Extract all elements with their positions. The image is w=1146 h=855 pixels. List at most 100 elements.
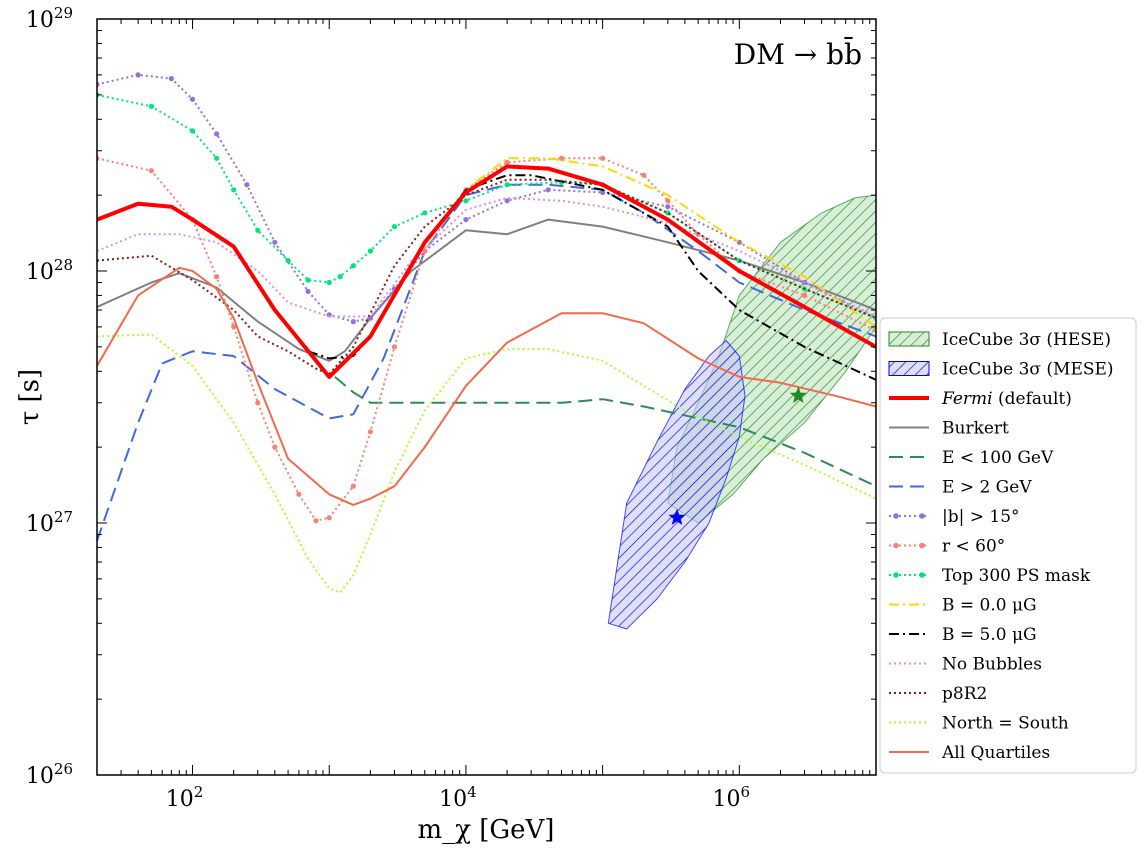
data-point-b-15: [272, 239, 278, 245]
legend-swatch: [888, 361, 930, 376]
data-point-b-15: [305, 288, 311, 294]
legend-label: B = 5.0 μG: [942, 625, 1037, 645]
data-point-r-60: [665, 198, 671, 204]
series-line-north-south: [97, 333, 876, 594]
data-point-b-15: [189, 96, 196, 102]
data-point-r-60: [367, 429, 373, 435]
legend-label: North = South: [942, 714, 1069, 734]
axis-ticks: 102 104 106 1026 1027 1028 1029: [26, 4, 877, 812]
series-line-no-bubbles: [97, 196, 876, 318]
data-point-r-60: [272, 444, 278, 450]
data-point-top-300-ps-mask: [148, 103, 154, 109]
legend-marker: [893, 542, 899, 549]
data-point-r-60: [255, 400, 261, 406]
legend-marker: [893, 513, 899, 519]
legend-item-e-100-gev: E < 100 GeV: [889, 448, 1054, 468]
data-point-top-300-ps-mask: [305, 277, 311, 283]
legend-label: Fermi (default): [941, 389, 1072, 409]
legend-item-r-60: r < 60°: [889, 537, 1005, 557]
plot-frame: [96, 18, 877, 776]
data-point-top-300-ps-mask: [231, 187, 237, 193]
legend-label: |b| > 15°: [942, 507, 1020, 527]
tick-label: 1029: [26, 4, 73, 33]
data-point-r-60: [801, 292, 808, 298]
legend-label: IceCube 3σ (HESE): [942, 330, 1111, 350]
legend-marker: [919, 513, 925, 519]
tick-label: 1027: [26, 508, 73, 537]
data-point-b-15: [214, 131, 220, 137]
legend-item-no-bubbles: No Bubbles: [889, 655, 1042, 675]
data-point-r-60: [148, 168, 154, 174]
legend-label: E > 2 GeV: [942, 478, 1032, 498]
series-line-p8r2: [97, 178, 876, 376]
legend-marker: [893, 572, 899, 578]
data-point-top-300-ps-mask: [367, 248, 373, 254]
series-line-e-100-gev: [334, 376, 876, 488]
data-point-top-300-ps-mask: [350, 263, 356, 269]
legend-item-icecube-3-hese: IceCube 3σ (HESE): [888, 330, 1111, 350]
series-line-all-quartiles: [97, 266, 876, 506]
data-point-r-60: [641, 172, 647, 178]
data-point-r-60: [296, 491, 302, 497]
series-line-top-300-ps-mask: [97, 93, 876, 320]
legend-item-fermi-default: Fermi (default): [889, 389, 1072, 409]
legend-label: Burkert: [942, 419, 1009, 439]
legend-swatch: [888, 331, 930, 347]
legend-item-e-2-gev: E > 2 GeV: [889, 478, 1032, 498]
tick-label: 102: [166, 783, 204, 812]
data-point-top-300-ps-mask: [337, 274, 343, 280]
best-fit-star: [789, 386, 807, 403]
data-point-r-60: [422, 248, 428, 254]
legend-label: IceCube 3σ (MESE): [942, 360, 1114, 380]
legend-item-b-15: |b| > 15°: [889, 507, 1020, 527]
data-point-b-15: [326, 312, 332, 318]
data-point-b-15: [244, 182, 250, 188]
data-point-b-15: [463, 217, 469, 223]
y-axis-title: τ [s]: [15, 369, 45, 425]
legend-item-b-5-0-g: B = 5.0 μG: [889, 625, 1037, 645]
data-point-b-15: [665, 204, 671, 210]
legend-item-north-south: North = South: [889, 714, 1069, 734]
legend-label: B = 0.0 μG: [942, 596, 1037, 616]
series-lines: [97, 72, 876, 594]
legend-frame: [879, 317, 1137, 774]
legend-marker: [919, 542, 925, 549]
best-fit-star: [668, 508, 686, 525]
data-point-r-60: [313, 518, 319, 524]
data-point-b-15: [168, 76, 174, 82]
legend-label: r < 60°: [942, 537, 1005, 557]
regions: [607, 194, 876, 630]
data-point-top-300-ps-mask: [463, 198, 469, 204]
data-point-b-15: [600, 189, 606, 195]
data-point-r-60: [214, 274, 220, 280]
legend-item-b-0-0-g: B = 0.0 μG: [889, 596, 1037, 616]
legend-item-all-quartiles: All Quartiles: [889, 743, 1050, 763]
x-axis-title: m_χ [GeV]: [418, 815, 555, 845]
data-point-b-15: [135, 72, 141, 78]
legend-label: All Quartiles: [941, 743, 1050, 763]
data-point-b-15: [504, 198, 510, 204]
data-point-top-300-ps-mask: [326, 279, 332, 286]
chart-annotation: DM → bb̄: [734, 36, 862, 71]
data-point-top-300-ps-mask: [504, 182, 510, 188]
data-point-r-60: [231, 324, 237, 330]
data-point-r-60: [600, 155, 606, 161]
tick-label: 104: [439, 783, 477, 812]
tick-label: 1028: [26, 256, 73, 285]
region-icecube-3-mese: [607, 339, 746, 630]
legend-item-icecube-3-mese: IceCube 3σ (MESE): [888, 360, 1114, 380]
data-point-r-60: [326, 515, 332, 521]
data-point-top-300-ps-mask: [285, 258, 291, 264]
data-point-top-300-ps-mask: [214, 155, 220, 161]
data-point-top-300-ps-mask: [255, 227, 261, 233]
data-point-r-60: [391, 344, 398, 350]
data-point-b-15: [545, 187, 551, 193]
legend-item-burkert: Burkert: [889, 419, 1009, 439]
tick-label: 1026: [26, 760, 73, 789]
series-line-fermi-default: [97, 164, 876, 379]
legend-label: E < 100 GeV: [942, 448, 1054, 468]
series-line-r-60: [97, 157, 876, 522]
data-point-b-15: [350, 319, 356, 325]
data-point-top-300-ps-mask: [189, 128, 196, 134]
